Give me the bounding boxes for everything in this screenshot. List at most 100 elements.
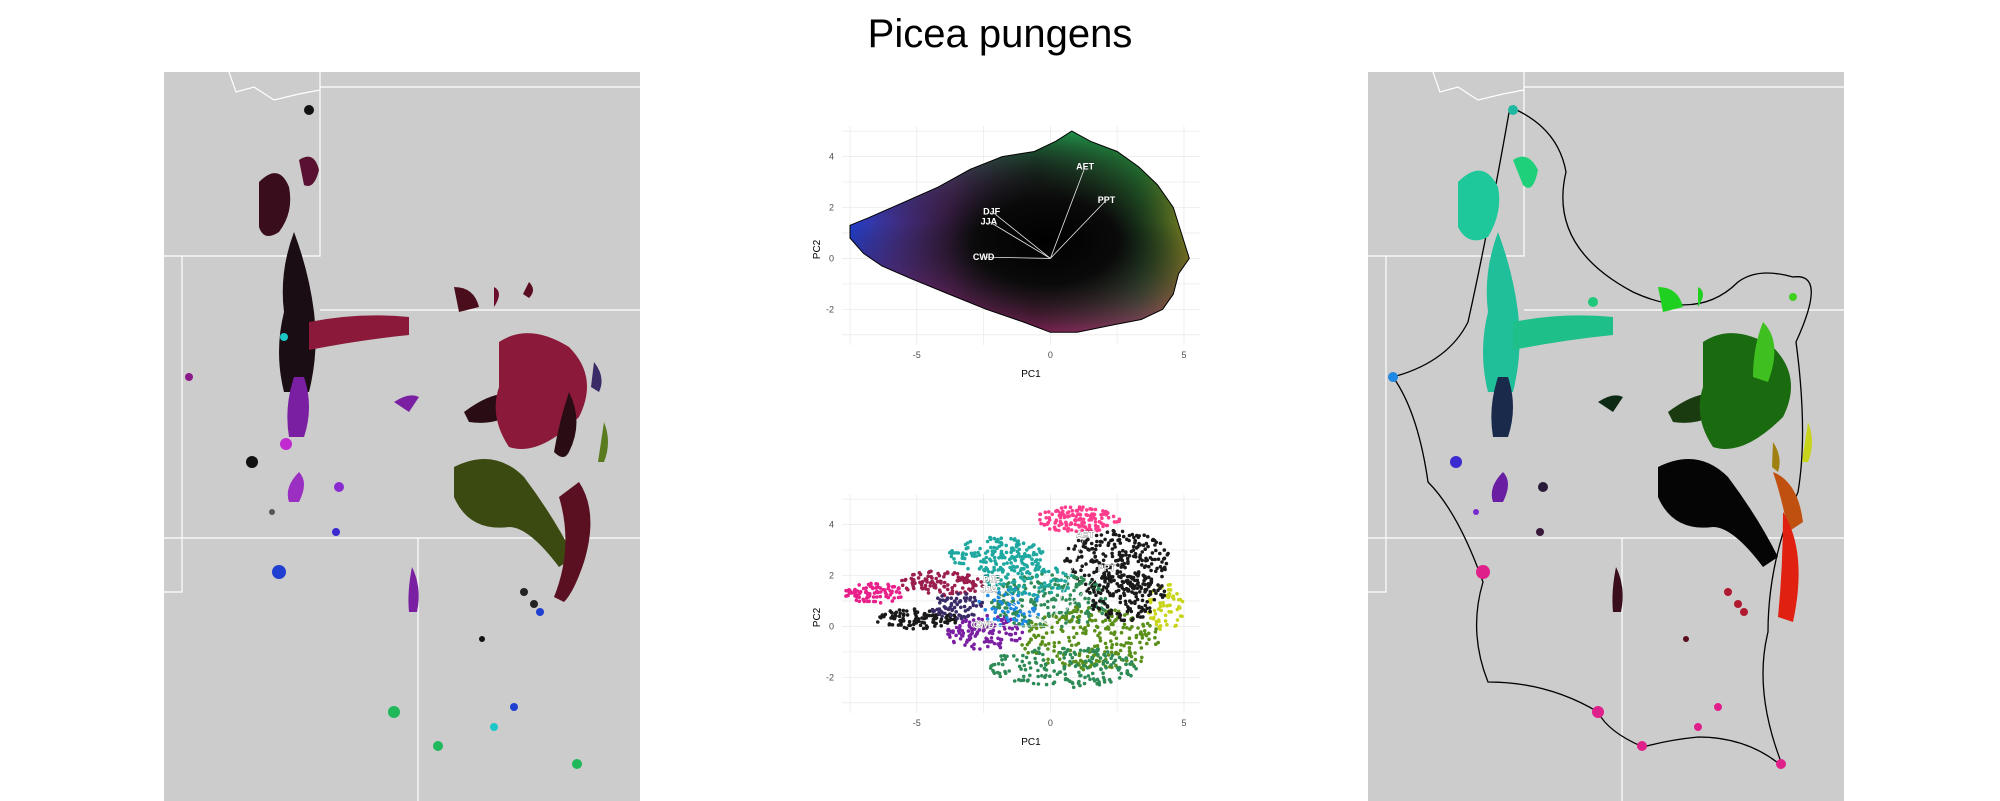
scatter-point	[890, 610, 894, 615]
scatter-point	[1114, 589, 1119, 594]
scatter-point	[1044, 682, 1049, 687]
y-axis-label: PC2	[812, 239, 823, 259]
scatter-point	[911, 627, 915, 631]
scatter-point	[1117, 655, 1122, 660]
scatter-point	[1137, 604, 1141, 609]
scatter-point	[932, 609, 937, 613]
scatter-point	[1101, 619, 1105, 624]
scatter-point	[870, 585, 874, 589]
occurrence-point	[280, 438, 292, 450]
scatter-point	[1078, 625, 1083, 629]
scatter-point	[984, 555, 989, 560]
scatter-point	[972, 613, 976, 617]
scatter-point	[1063, 616, 1067, 620]
scatter-point	[864, 586, 868, 590]
scatter-point	[1094, 533, 1099, 538]
scatter-point	[988, 557, 992, 561]
scatter-point	[1082, 664, 1086, 668]
state-borders	[1368, 72, 1844, 801]
scatter-point	[1101, 675, 1106, 680]
scatter-point	[1144, 541, 1149, 546]
scatter-point	[956, 575, 961, 580]
occurrence-patch	[408, 567, 419, 612]
scatter-point	[1072, 588, 1076, 593]
left-map-svg	[164, 72, 640, 801]
scatter-point	[1029, 581, 1033, 585]
scatter-point	[963, 599, 968, 603]
scatter-point	[960, 553, 965, 557]
scatter-point	[977, 599, 981, 604]
scatter-point	[986, 570, 991, 574]
scatter-point	[975, 632, 979, 636]
occurrence-point	[1740, 608, 1748, 616]
scatter-point	[1160, 567, 1164, 571]
scatter-point	[1156, 583, 1160, 587]
scatter-point	[1127, 649, 1132, 653]
occurrence-point	[388, 706, 400, 718]
scatter-point	[1066, 546, 1071, 551]
occurrence-point	[520, 588, 528, 596]
scatter-point	[1149, 568, 1153, 573]
scatter-point	[971, 579, 975, 584]
scatter-point	[957, 613, 961, 617]
scatter-point	[1085, 649, 1089, 653]
pca-bottom-axes: -5 0 5 -2 0 2 4 PC1 PC2	[812, 520, 1186, 748]
scatter-point	[1093, 618, 1098, 623]
scatter-point	[1062, 515, 1067, 520]
scatter-point	[1074, 514, 1078, 519]
scatter-point	[1122, 593, 1127, 598]
scatter-point	[1044, 516, 1049, 520]
scatter-point	[1073, 518, 1077, 522]
scatter-point	[974, 583, 978, 588]
scatter-point	[1113, 545, 1117, 549]
scatter-point	[912, 572, 916, 577]
scatter-point	[926, 574, 930, 579]
occurrence-point	[1536, 528, 1544, 536]
scatter-point	[1048, 674, 1052, 678]
scatter-point	[992, 641, 997, 646]
scatter-point	[1157, 625, 1161, 629]
scatter-point	[1158, 604, 1163, 609]
scatter-point	[894, 590, 899, 594]
scatter-point	[1158, 601, 1162, 605]
scatter-point	[864, 596, 869, 600]
scatter-point	[1094, 543, 1098, 548]
scatter-point	[1010, 626, 1015, 631]
scatter-point	[1029, 599, 1033, 603]
scatter-point	[1111, 660, 1116, 665]
scatter-point	[888, 589, 892, 593]
scatter-point	[1071, 626, 1076, 630]
scatter-point	[1036, 668, 1040, 673]
scatter-point	[972, 551, 977, 555]
occurrence-patch	[394, 395, 419, 412]
scatter-point	[1131, 617, 1135, 621]
scatter-point	[1180, 614, 1184, 619]
scatter-point	[1003, 657, 1008, 661]
scatter-point	[1044, 631, 1049, 635]
scatter-point	[1043, 510, 1048, 515]
scatter-point	[937, 588, 942, 592]
scatter-point	[1027, 618, 1031, 623]
scatter-point	[1027, 640, 1031, 645]
scatter-point	[1028, 624, 1032, 629]
scatter-point	[957, 631, 962, 635]
scatter-point	[1062, 526, 1067, 531]
figure-title: Picea pungens	[867, 12, 1133, 56]
scatter-point	[1028, 666, 1033, 670]
scatter-point	[994, 607, 998, 612]
scatter-point	[1147, 564, 1151, 569]
scatter-point	[1075, 508, 1080, 513]
scatter-point	[1148, 609, 1152, 614]
scatter-point	[970, 554, 975, 558]
scatter-point	[933, 624, 937, 628]
scatter-point	[938, 598, 943, 602]
scatter-point	[1103, 554, 1108, 558]
occurrence-patch	[1491, 377, 1513, 437]
scatter-point	[992, 536, 997, 541]
scatter-point	[1061, 512, 1066, 517]
scatter-point	[1123, 599, 1128, 604]
occurrence-patch	[591, 362, 602, 392]
scatter-point	[1020, 659, 1025, 664]
scatter-point	[1145, 606, 1149, 611]
